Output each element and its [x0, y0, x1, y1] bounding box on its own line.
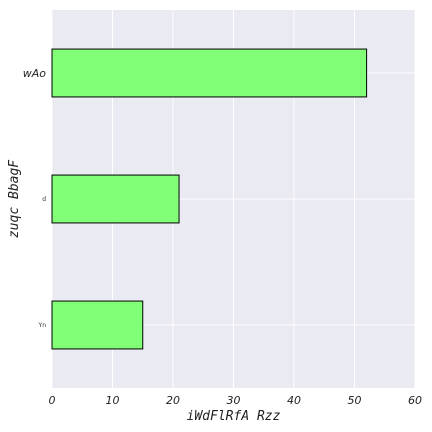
bar-Yn — [51, 300, 144, 350]
bars — [51, 48, 368, 350]
x-axis-title: iWdFlRfA Rzz — [187, 409, 281, 424]
y-category-label: Yn — [38, 322, 47, 329]
y-category-label: d — [42, 196, 46, 203]
y-axis-title: zuqc BbagF — [7, 159, 22, 238]
bar-wAo — [51, 48, 368, 98]
x-tick-label: 10 — [106, 394, 120, 407]
x-tick-label: 40 — [287, 394, 301, 407]
y-axis-categories: wAo d Yn — [23, 67, 47, 329]
x-tick-label: 50 — [348, 394, 362, 407]
x-tick-label: 30 — [227, 394, 241, 407]
x-axis-ticks: 0 10 20 30 40 50 60 — [49, 394, 423, 407]
y-category-label: wAo — [23, 67, 47, 80]
x-tick-label: 20 — [166, 394, 180, 407]
x-tick-label: 0 — [49, 394, 56, 407]
bar-d — [51, 174, 180, 224]
x-tick-label: 60 — [408, 394, 422, 407]
